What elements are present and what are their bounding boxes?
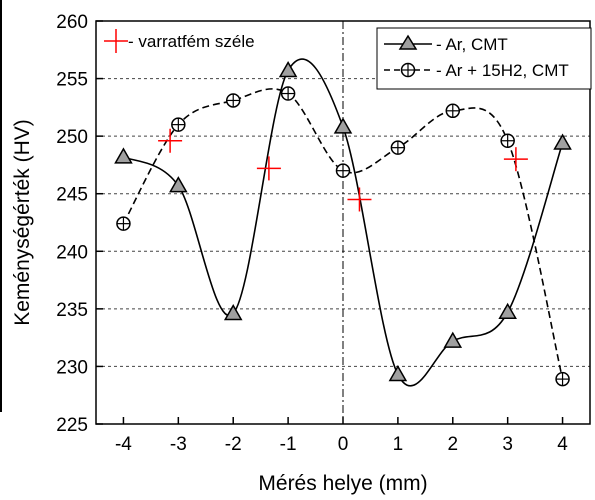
x-tick-label: -3 <box>170 434 187 455</box>
x-tick-label: 3 <box>502 434 513 455</box>
circle-plus-marker <box>390 140 406 155</box>
triangle-marker <box>223 303 243 321</box>
x-tick-label: 2 <box>447 434 458 455</box>
circle-plus-marker <box>225 93 241 108</box>
legend-series-0-name: Ar, CMT <box>445 35 507 54</box>
x-tick-label: -1 <box>280 434 297 455</box>
weld-edge-marker <box>503 147 528 172</box>
weld-edge-marker <box>347 187 372 212</box>
legend-label-series-0: - Ar, CMT <box>436 35 508 54</box>
x-tick-label: 4 <box>557 434 568 455</box>
circle-plus-marker <box>445 103 461 119</box>
triangle-marker <box>114 147 133 164</box>
y-axis-label: Keménységérték (HV) <box>11 119 34 326</box>
circle-plus-marker <box>555 371 570 387</box>
x-axis-label: Mérés helye (mm) <box>258 472 427 495</box>
y-tick-label: 230 <box>56 357 88 378</box>
circle-plus-marker <box>335 163 351 178</box>
left-edge-line <box>0 0 2 412</box>
triangle-marker <box>333 117 353 134</box>
markers-group <box>114 60 572 387</box>
annotation-markers <box>158 128 528 212</box>
circle-plus-marker <box>280 86 296 101</box>
triangle-marker <box>498 302 517 320</box>
legend-series-1-name: Ar + 15H2, CMT <box>445 61 568 80</box>
triangle-marker <box>278 60 298 78</box>
circle-plus-marker <box>500 133 515 148</box>
y-tick-label: 260 <box>56 12 88 33</box>
triangle-marker <box>443 331 463 348</box>
circle-plus-marker <box>171 117 186 132</box>
x-tick-label: 0 <box>338 434 349 455</box>
x-tick-label: -4 <box>115 434 132 455</box>
legend-label-series-1: - Ar + 15H2, CMT <box>436 61 569 80</box>
x-tick-label: 1 <box>393 434 404 455</box>
legend: - Ar, CMT - Ar + 15H2, CMT <box>376 27 592 90</box>
x-tick-label: -2 <box>225 434 242 455</box>
annotation-legend-label: - varratfém széle <box>128 32 255 51</box>
y-tick-label: 240 <box>56 242 88 263</box>
axis-ticks: -4 -3 -2 -1 0 1 2 3 4 225 230 235 240 245 250 255 260 <box>56 12 568 455</box>
legend-entry-ar-15h2-cmt: - Ar + 15H2, CMT <box>384 61 569 80</box>
triangle-marker <box>553 133 572 150</box>
annotation-legend: - varratfém széle <box>104 29 255 53</box>
annotation-legend-text: varratfém széle <box>138 32 254 51</box>
y-tick-label: 245 <box>56 185 88 206</box>
triangle-marker <box>388 364 408 382</box>
y-tick-label: 255 <box>56 70 88 91</box>
legend-entry-ar-cmt: - Ar, CMT <box>384 34 508 54</box>
y-tick-label: 225 <box>56 415 88 436</box>
weld-edge-marker <box>256 156 281 181</box>
circle-plus-marker <box>116 216 131 231</box>
y-tick-label: 250 <box>56 127 88 148</box>
y-tick-label: 235 <box>56 300 88 321</box>
triangle-marker <box>169 176 188 193</box>
triangle-marker-icon <box>398 34 418 50</box>
weld-edge-marker <box>158 128 183 153</box>
